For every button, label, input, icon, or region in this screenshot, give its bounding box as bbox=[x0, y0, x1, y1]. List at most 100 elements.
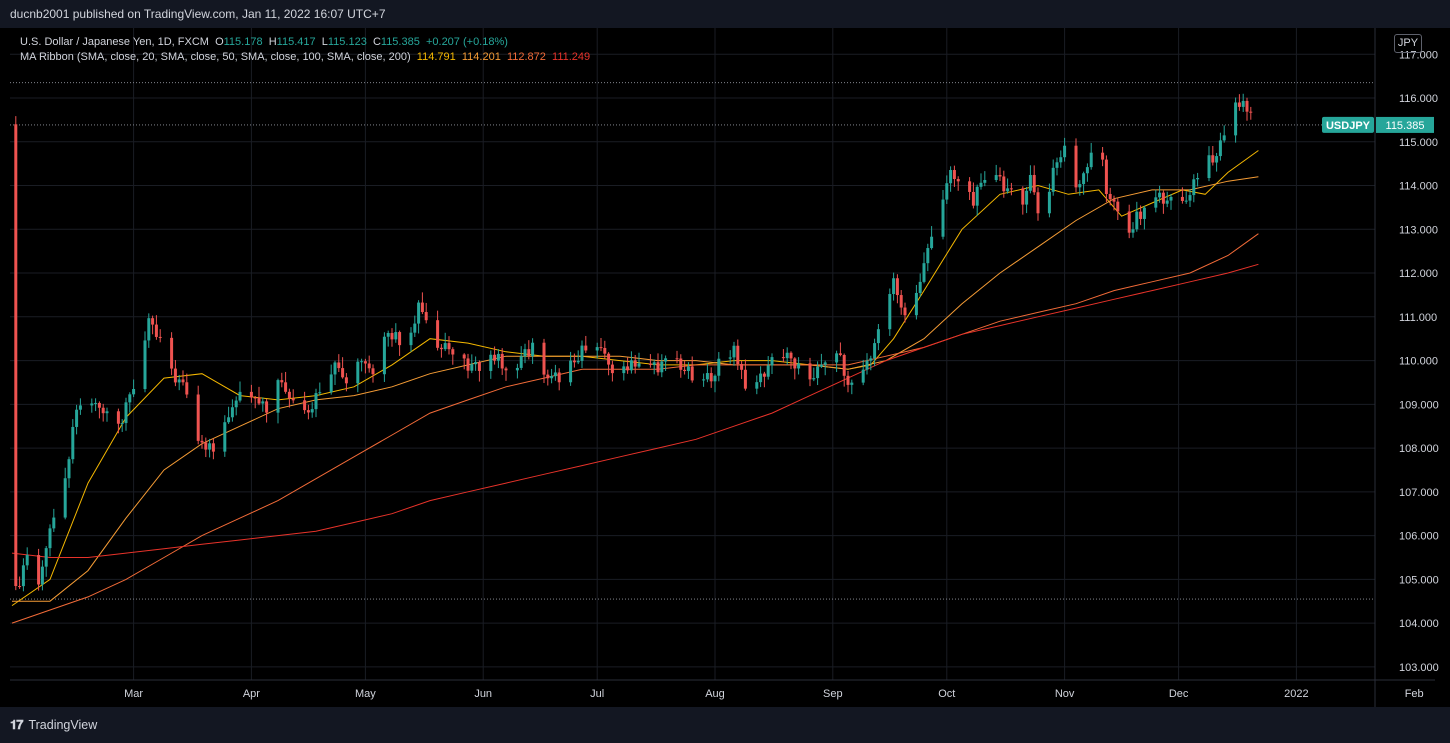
candle-body bbox=[147, 318, 151, 341]
time-tick-label: Mar bbox=[124, 688, 143, 700]
candle-body bbox=[945, 183, 949, 200]
candle-body bbox=[390, 333, 394, 340]
candle-body bbox=[679, 358, 683, 370]
candle-body bbox=[633, 360, 637, 367]
candle-body bbox=[306, 410, 310, 413]
time-tick-label: Dec bbox=[1169, 688, 1189, 700]
candle-body bbox=[447, 343, 451, 350]
candle-body bbox=[926, 248, 930, 264]
candle-body bbox=[531, 342, 535, 357]
candle-body bbox=[1211, 155, 1215, 163]
candle-body bbox=[1047, 191, 1051, 214]
candle-body bbox=[793, 358, 797, 369]
candle-body bbox=[971, 191, 975, 206]
candle-body bbox=[743, 369, 747, 389]
symbol-tag-box bbox=[1322, 116, 1374, 133]
candle-body bbox=[656, 362, 660, 373]
candle-body bbox=[717, 358, 721, 376]
currency-badge[interactable]: JPY bbox=[1394, 34, 1422, 53]
candle-body bbox=[740, 364, 744, 370]
candle-body bbox=[789, 352, 793, 359]
candle-body bbox=[781, 357, 785, 359]
tradingview-brand[interactable]: 𝟏𝟕 TradingView bbox=[10, 717, 97, 733]
candle-body bbox=[394, 332, 398, 340]
tradingview-logo-icon: 𝟏𝟕 bbox=[10, 717, 24, 732]
candle-body bbox=[660, 361, 664, 373]
candle-body bbox=[550, 376, 554, 379]
candle-body bbox=[257, 397, 261, 404]
candle-body bbox=[94, 402, 98, 404]
candle-body bbox=[1135, 211, 1139, 230]
candle-body bbox=[569, 360, 573, 383]
candle-body bbox=[572, 360, 576, 363]
candle-body bbox=[413, 323, 417, 333]
candle-body bbox=[181, 379, 185, 383]
candle-body bbox=[702, 379, 706, 381]
ma-line: MA Ribbon (SMA, close, 20, SMA, close, 5… bbox=[20, 50, 590, 65]
candle-body bbox=[18, 586, 22, 588]
candle-body bbox=[196, 394, 200, 441]
candle-body bbox=[759, 373, 763, 383]
candle-body bbox=[1249, 111, 1253, 113]
candle-body bbox=[1192, 179, 1196, 196]
candle-body bbox=[284, 382, 288, 392]
candle-body bbox=[899, 295, 903, 308]
candle-body bbox=[424, 312, 428, 321]
high-value: 115.417 bbox=[276, 36, 316, 48]
candle-body bbox=[158, 336, 162, 338]
candle-body bbox=[1074, 145, 1078, 188]
candle-body bbox=[664, 358, 668, 362]
candle-body bbox=[812, 378, 816, 380]
candle-body bbox=[941, 199, 945, 237]
candle-body bbox=[474, 362, 478, 365]
candle-body bbox=[823, 362, 827, 365]
candle-body bbox=[1184, 200, 1188, 202]
ma200-line bbox=[11, 263, 1259, 558]
candle-body bbox=[1215, 156, 1219, 163]
candle-body bbox=[356, 361, 360, 384]
candle-body bbox=[527, 349, 531, 357]
price-tick-label: 112.000 bbox=[1399, 268, 1438, 280]
candle-body bbox=[968, 181, 972, 192]
last-price-box bbox=[1376, 116, 1434, 133]
ma20-value: 114.791 bbox=[416, 51, 456, 63]
change-value: +0.207 (+0.18%) bbox=[425, 36, 508, 48]
price-tick-label: 114.000 bbox=[1399, 181, 1438, 193]
price-tick-label: 108.000 bbox=[1399, 443, 1439, 455]
candle-body bbox=[382, 336, 386, 375]
ma-ribbon-title[interactable]: MA Ribbon (SMA, close, 20, SMA, close, 5… bbox=[20, 51, 411, 63]
candle-body bbox=[37, 555, 41, 585]
candle-body bbox=[595, 347, 599, 351]
candle-body bbox=[785, 352, 789, 359]
chart-area[interactable] bbox=[10, 28, 1435, 707]
open-value: 115.178 bbox=[223, 36, 263, 48]
candle-body bbox=[732, 345, 736, 358]
candle-body bbox=[360, 361, 364, 363]
time-tick-label: Apr bbox=[243, 688, 260, 700]
candle-body bbox=[652, 362, 656, 365]
symbol-name[interactable]: U.S. Dollar / Japanese Yen, 1D, FXCM bbox=[20, 36, 209, 48]
candle-body bbox=[762, 373, 766, 377]
candle-body bbox=[439, 347, 443, 350]
candle-body bbox=[253, 397, 257, 399]
candle-body bbox=[249, 391, 253, 398]
candle-body bbox=[1180, 196, 1184, 201]
candle-body bbox=[333, 362, 337, 375]
candle-body bbox=[1196, 178, 1200, 180]
candle-body bbox=[344, 377, 348, 384]
candle-body bbox=[177, 379, 181, 383]
candle-body bbox=[1222, 135, 1226, 141]
candle-body bbox=[952, 170, 956, 180]
candle-body bbox=[599, 347, 603, 349]
candle-body bbox=[496, 353, 500, 361]
candle-body bbox=[1116, 201, 1120, 212]
candle-body bbox=[143, 340, 147, 390]
candle-body bbox=[477, 362, 481, 371]
ma100-line bbox=[11, 233, 1259, 624]
ma200-value: 111.249 bbox=[552, 51, 591, 63]
candle-body bbox=[922, 263, 926, 282]
candle-body bbox=[128, 394, 132, 403]
candle-body bbox=[420, 302, 424, 313]
candle-body bbox=[234, 400, 238, 408]
